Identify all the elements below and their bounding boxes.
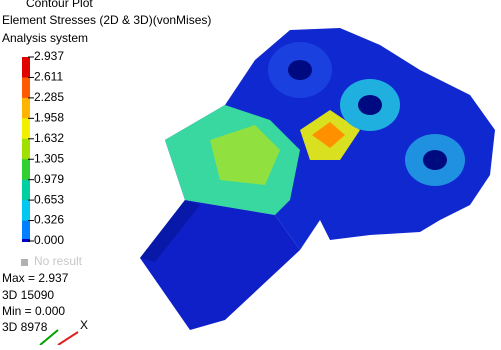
no-result-label: No result	[34, 254, 83, 268]
legend-label: 1.958	[34, 111, 64, 125]
no-result-swatch	[21, 259, 28, 266]
legend-band	[22, 118, 30, 139]
plot-title: Contour Plot	[26, 0, 93, 10]
min-value: Min = 0.000	[2, 304, 65, 318]
model-hole	[423, 150, 447, 170]
legend-band	[22, 180, 30, 201]
legend-band	[22, 139, 30, 160]
legend-label: 2.937	[34, 49, 64, 63]
coordinate-system: Analysis system	[2, 31, 88, 45]
legend-band	[22, 77, 30, 98]
legend-band	[22, 221, 30, 242]
legend-band	[22, 98, 30, 119]
min-element: 3D 8978	[2, 320, 48, 334]
legend-label: 0.653	[34, 192, 64, 206]
legend-label: 1.305	[34, 151, 64, 165]
max-element: 3D 15090	[2, 288, 54, 302]
viewport: Contour Plot Element Stresses (2D & 3D)(…	[0, 0, 501, 345]
legend-label: 1.632	[34, 131, 64, 145]
model-shank	[140, 200, 300, 330]
legend-label: 0.979	[34, 172, 64, 186]
model	[140, 28, 495, 330]
legend-label: 2.611	[34, 70, 63, 84]
model-hole	[358, 95, 382, 115]
legend-label: 0.326	[34, 213, 64, 227]
legend-band	[22, 200, 30, 221]
max-value: Max = 2.937	[2, 271, 69, 285]
legend-band	[22, 57, 30, 78]
legend-label: 2.285	[34, 90, 64, 104]
triad-x-label: X	[80, 318, 88, 332]
legend-label: 0.000	[34, 233, 64, 247]
triad-axis	[58, 332, 78, 345]
result-type: Element Stresses (2D & 3D)(vonMises)	[2, 13, 211, 27]
legend-band	[22, 159, 30, 180]
model-hole	[288, 60, 312, 80]
